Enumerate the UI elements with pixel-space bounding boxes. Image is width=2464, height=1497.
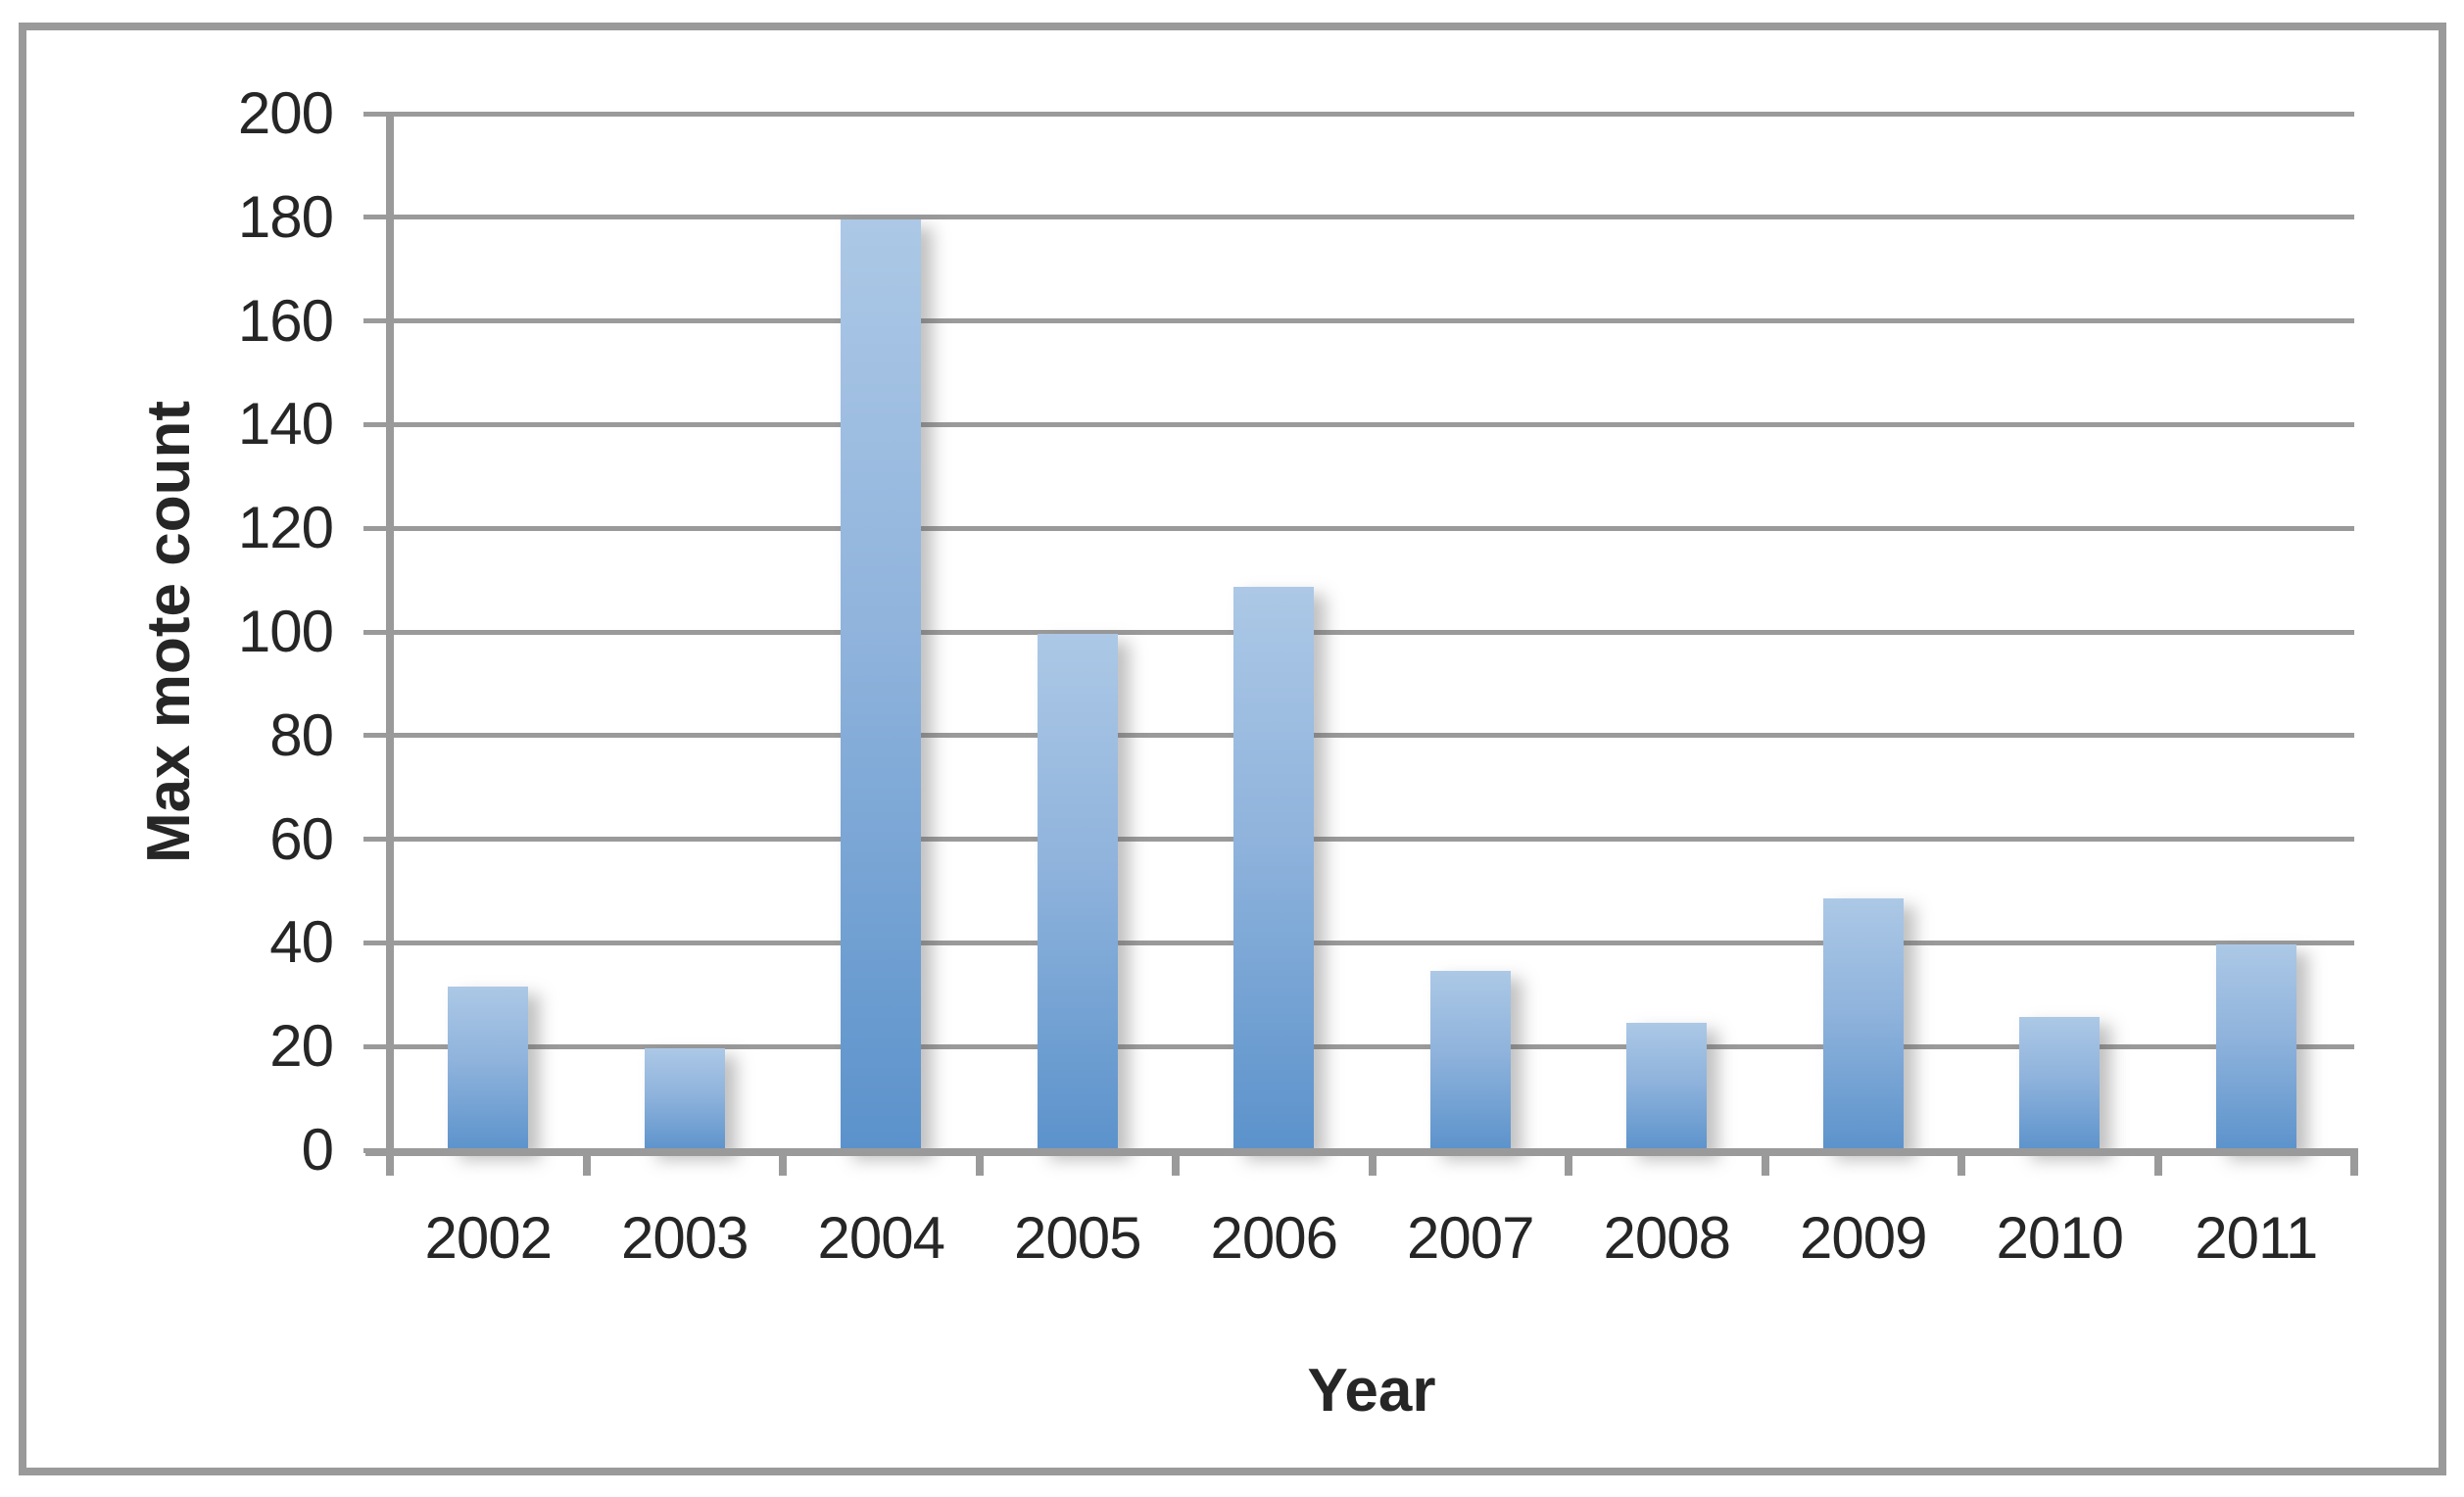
x-tick-label-2010: 2010 <box>1996 1205 2124 1271</box>
x-axis-tick-7 <box>1761 1150 1769 1176</box>
bar-2010 <box>2019 1017 2101 1152</box>
x-axis-tick-10 <box>2350 1150 2358 1176</box>
bar-2004 <box>841 218 922 1152</box>
x-axis-tick-0 <box>386 1150 394 1176</box>
y-axis-title: Max mote count <box>135 401 203 863</box>
y-axis-tick-160 <box>363 318 390 324</box>
plot-area <box>390 111 2354 1152</box>
x-axis-tick-4 <box>1172 1150 1180 1176</box>
x-axis-tick-6 <box>1565 1150 1572 1176</box>
y-tick-label-180: 180 <box>237 183 334 250</box>
y-tick-label-80: 80 <box>269 701 334 768</box>
y-axis-tick-20 <box>363 1043 390 1049</box>
x-axis-line <box>365 1148 2358 1156</box>
x-tick-label-2009: 2009 <box>1800 1205 1927 1271</box>
y-axis-tick-140 <box>363 421 390 427</box>
y-tick-label-160: 160 <box>237 287 334 354</box>
y-axis-tick-40 <box>363 940 390 945</box>
x-axis-tick-8 <box>1957 1150 1965 1176</box>
y-axis-tick-80 <box>363 733 390 739</box>
x-axis-tick-5 <box>1368 1150 1377 1176</box>
y-tick-label-40: 40 <box>269 909 334 976</box>
bar-2009 <box>1822 897 1904 1152</box>
x-axis-tick-3 <box>975 1150 984 1176</box>
y-axis-tick-180 <box>363 215 390 220</box>
x-tick-label-2007: 2007 <box>1407 1205 1534 1271</box>
bar-2003 <box>644 1048 725 1152</box>
x-axis-tick-9 <box>2153 1150 2162 1176</box>
bar-2005 <box>1037 634 1118 1152</box>
y-tick-label-100: 100 <box>237 599 334 664</box>
y-axis-tick-120 <box>363 525 390 531</box>
y-axis-line <box>386 114 394 1154</box>
gridline-160 <box>390 318 2354 324</box>
y-axis-tick-200 <box>363 111 390 117</box>
gridline-20 <box>390 1043 2354 1049</box>
bar-2008 <box>1626 1022 1708 1152</box>
y-tick-label-140: 140 <box>237 391 334 458</box>
y-tick-label-20: 20 <box>269 1013 334 1080</box>
x-axis-tick-2 <box>779 1150 787 1176</box>
bar-2007 <box>1429 970 1511 1152</box>
x-axis-title: Year <box>1307 1357 1436 1425</box>
y-tick-label-0: 0 <box>301 1117 334 1183</box>
gridline-180 <box>390 215 2354 220</box>
bar-2006 <box>1233 587 1315 1152</box>
y-tick-label-200: 200 <box>237 80 334 146</box>
x-tick-label-2008: 2008 <box>1603 1205 1731 1271</box>
x-tick-label-2005: 2005 <box>1014 1205 1141 1271</box>
gridline-60 <box>390 837 2354 843</box>
y-tick-label-60: 60 <box>269 805 334 872</box>
gridline-200 <box>390 111 2354 117</box>
bar-2002 <box>448 986 529 1152</box>
x-tick-label-2002: 2002 <box>424 1205 553 1271</box>
x-tick-label-2003: 2003 <box>621 1205 749 1271</box>
gridline-100 <box>390 629 2354 635</box>
y-axis-tick-60 <box>363 837 390 843</box>
x-tick-label-2004: 2004 <box>817 1205 945 1271</box>
gridline-40 <box>390 940 2354 945</box>
chart-border <box>19 23 2446 1475</box>
y-tick-label-120: 120 <box>237 495 334 561</box>
x-tick-label-2006: 2006 <box>1210 1205 1338 1271</box>
y-axis-tick-100 <box>363 629 390 635</box>
gridline-120 <box>390 525 2354 531</box>
x-tick-label-2011: 2011 <box>2195 1205 2318 1271</box>
gridline-80 <box>390 733 2354 739</box>
bar-2011 <box>2215 944 2296 1152</box>
x-axis-tick-1 <box>582 1150 591 1176</box>
gridline-140 <box>390 421 2354 427</box>
